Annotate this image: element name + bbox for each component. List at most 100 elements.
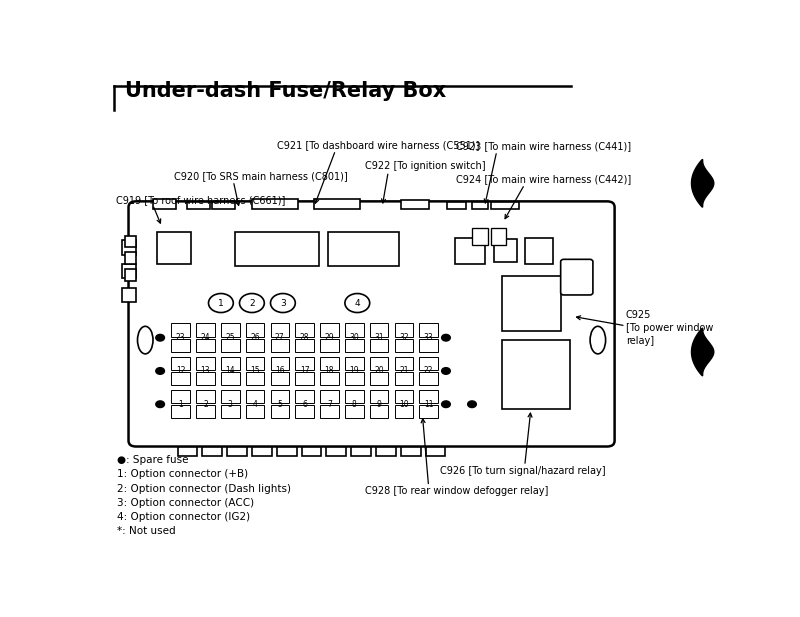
Text: 29: 29 bbox=[325, 333, 334, 342]
Ellipse shape bbox=[590, 326, 606, 354]
Circle shape bbox=[270, 294, 295, 313]
Text: 1: 1 bbox=[178, 400, 183, 408]
Text: 6: 6 bbox=[302, 400, 307, 408]
Bar bbox=[221, 372, 239, 385]
Bar bbox=[419, 390, 438, 404]
Bar bbox=[419, 339, 438, 352]
Text: C925
[To power window
relay]: C925 [To power window relay] bbox=[626, 310, 713, 346]
Circle shape bbox=[442, 368, 450, 375]
Text: 15: 15 bbox=[250, 366, 260, 376]
Circle shape bbox=[209, 294, 234, 313]
Bar bbox=[295, 323, 314, 337]
Bar bbox=[455, 238, 485, 264]
Text: C928 [To rear window defogger relay]: C928 [To rear window defogger relay] bbox=[366, 486, 549, 497]
Text: 13: 13 bbox=[201, 366, 210, 376]
Bar bbox=[246, 405, 264, 418]
Bar bbox=[171, 357, 190, 370]
Bar bbox=[345, 339, 363, 352]
Bar bbox=[157, 232, 191, 264]
Bar bbox=[221, 357, 239, 370]
Circle shape bbox=[156, 368, 165, 375]
Text: C924 [To main wire harness (C442)]: C924 [To main wire harness (C442)] bbox=[457, 174, 632, 184]
Text: *: Not used: *: Not used bbox=[118, 526, 176, 536]
Text: C919 [To roof wire harness (C661)]: C919 [To roof wire harness (C661)] bbox=[115, 195, 285, 205]
Bar bbox=[490, 202, 518, 209]
Bar bbox=[502, 340, 570, 409]
Text: 2: 2 bbox=[203, 400, 208, 408]
Text: 16: 16 bbox=[275, 366, 285, 376]
Text: 19: 19 bbox=[350, 366, 359, 376]
Text: 9: 9 bbox=[377, 400, 382, 408]
Text: C920 [To SRS main harness (C801)]: C920 [To SRS main harness (C801)] bbox=[174, 171, 348, 181]
Bar bbox=[394, 372, 413, 385]
Bar bbox=[401, 447, 421, 455]
Bar bbox=[326, 447, 346, 455]
Bar bbox=[370, 339, 388, 352]
Text: C926 [To turn signal/hazard relay]: C926 [To turn signal/hazard relay] bbox=[440, 466, 606, 476]
Bar bbox=[472, 228, 487, 245]
Bar bbox=[252, 447, 272, 455]
Text: C921 [To dashboard wire harness (C551)]: C921 [To dashboard wire harness (C551)] bbox=[277, 140, 479, 150]
Text: 3: 3 bbox=[228, 400, 233, 408]
Bar bbox=[401, 200, 429, 209]
Bar bbox=[246, 390, 264, 404]
Bar bbox=[370, 372, 388, 385]
Bar bbox=[122, 264, 136, 278]
Bar bbox=[376, 447, 396, 455]
Circle shape bbox=[156, 334, 165, 341]
Bar bbox=[345, 357, 363, 370]
Bar bbox=[235, 232, 319, 267]
Text: C922 [To ignition switch]: C922 [To ignition switch] bbox=[366, 162, 486, 172]
Bar bbox=[490, 228, 506, 245]
Text: 33: 33 bbox=[424, 333, 434, 342]
Bar bbox=[171, 405, 190, 418]
Bar bbox=[252, 199, 298, 209]
Text: 25: 25 bbox=[226, 333, 235, 342]
Bar bbox=[246, 357, 264, 370]
Bar bbox=[178, 447, 198, 455]
Bar bbox=[419, 323, 438, 337]
Text: 20: 20 bbox=[374, 366, 384, 376]
Polygon shape bbox=[691, 328, 714, 376]
Bar bbox=[370, 323, 388, 337]
Bar bbox=[171, 323, 190, 337]
Bar bbox=[320, 357, 338, 370]
Text: 18: 18 bbox=[325, 366, 334, 376]
Bar bbox=[270, 357, 289, 370]
Text: 32: 32 bbox=[399, 333, 409, 342]
Bar bbox=[302, 447, 322, 455]
Bar bbox=[295, 390, 314, 404]
Text: 3: Option connector (ACC): 3: Option connector (ACC) bbox=[118, 498, 254, 508]
Bar bbox=[122, 288, 136, 302]
Circle shape bbox=[468, 401, 476, 408]
Bar bbox=[494, 239, 518, 262]
Bar bbox=[277, 447, 297, 455]
Bar bbox=[320, 323, 338, 337]
Bar bbox=[270, 339, 289, 352]
Text: C923 [To main wire harness (C441)]: C923 [To main wire harness (C441)] bbox=[457, 141, 632, 151]
Text: 26: 26 bbox=[250, 333, 260, 342]
Text: 5: 5 bbox=[278, 400, 282, 408]
Bar bbox=[270, 372, 289, 385]
Bar bbox=[196, 390, 214, 404]
Bar bbox=[270, 405, 289, 418]
Bar bbox=[171, 372, 190, 385]
Bar bbox=[320, 405, 338, 418]
Bar bbox=[472, 202, 487, 209]
Bar bbox=[525, 238, 553, 264]
FancyBboxPatch shape bbox=[129, 201, 614, 447]
Bar bbox=[320, 390, 338, 404]
Bar bbox=[394, 405, 413, 418]
Bar bbox=[394, 323, 413, 337]
Text: 2: Option connector (Dash lights): 2: Option connector (Dash lights) bbox=[118, 484, 291, 494]
Text: 4: Option connector (IG2): 4: Option connector (IG2) bbox=[118, 512, 250, 522]
Bar bbox=[246, 323, 264, 337]
Bar bbox=[426, 447, 446, 455]
Bar bbox=[125, 269, 136, 281]
Bar bbox=[295, 357, 314, 370]
Text: 11: 11 bbox=[424, 400, 434, 408]
Bar bbox=[125, 252, 136, 264]
Circle shape bbox=[345, 294, 370, 313]
Text: 31: 31 bbox=[374, 333, 384, 342]
Text: 12: 12 bbox=[176, 366, 186, 376]
